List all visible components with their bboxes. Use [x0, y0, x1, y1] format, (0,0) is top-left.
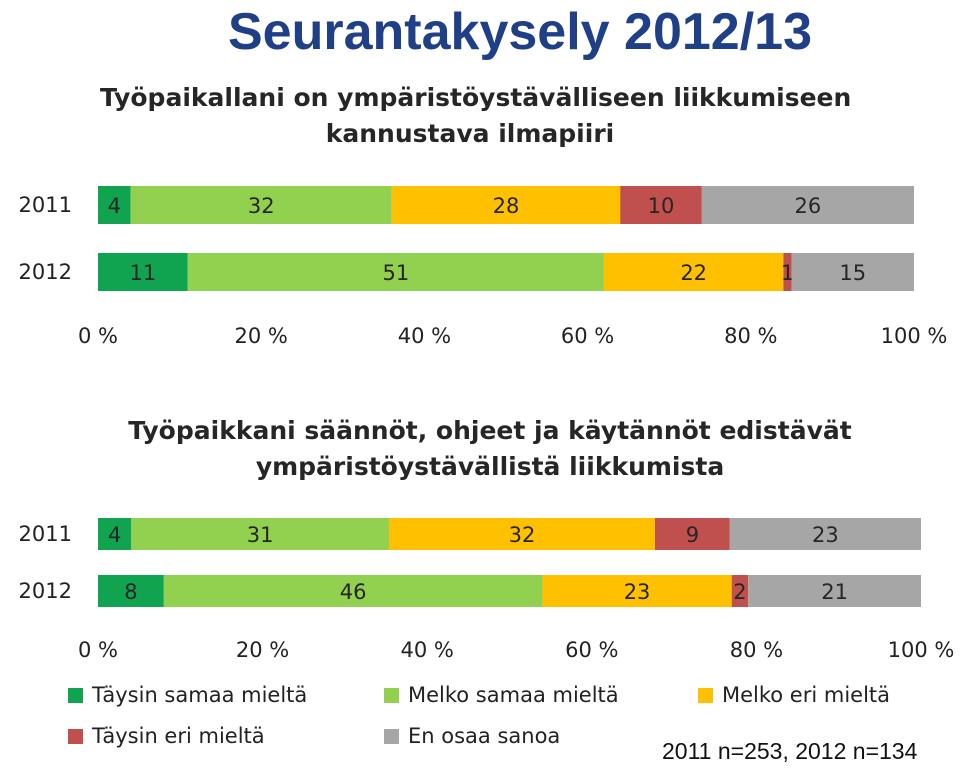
legend-swatch: [384, 687, 399, 703]
x-tick-label: 100 %: [881, 324, 948, 348]
x-tick-label: 80 %: [730, 638, 783, 662]
legend-item-en-osaa: En osaa sanoa: [384, 724, 560, 748]
category-label: 2011: [19, 522, 72, 546]
legend-label: Melko samaa mieltä: [408, 683, 619, 707]
data-label: 32: [248, 194, 275, 218]
legend-label: Täysin eri mieltä: [92, 724, 265, 748]
x-tick-label: 0 %: [78, 324, 118, 348]
bar-segment: [783, 253, 792, 291]
x-tick-label: 80 %: [724, 324, 777, 348]
legend-item-taysin-eri: Täysin eri mieltä: [68, 724, 265, 748]
bar-segment: [391, 186, 621, 224]
chart-1-title: Työpaikallani on ympäristöystävälliseen …: [100, 80, 852, 152]
chart-1-title-line-2: kannustava ilmapiiri: [325, 119, 615, 148]
x-tick-label: 20 %: [236, 638, 289, 662]
x-tick-label: 40 %: [401, 638, 454, 662]
data-label: 2: [733, 580, 746, 604]
bar-segment: [542, 575, 732, 607]
legend-item-melko-samaa: Melko samaa mieltä: [384, 683, 619, 707]
data-label: 22: [680, 261, 707, 285]
legend-label: Melko eri mieltä: [722, 683, 891, 707]
category-label: 2012: [19, 260, 72, 284]
chart-2-title-line-2: ympäristöystävällistä liikkumista: [255, 452, 725, 481]
data-label: 32: [509, 523, 536, 547]
bar-segment: [131, 518, 389, 550]
data-label: 21: [821, 580, 848, 604]
legend-swatch: [68, 687, 83, 703]
bar-segment: [731, 575, 749, 607]
bar-segment: [388, 518, 655, 550]
data-label: 31: [247, 523, 274, 547]
bar-segment: [163, 575, 543, 607]
bar-segment: [729, 518, 921, 550]
bar-segment: [98, 186, 131, 224]
bar-segment: [701, 186, 914, 224]
data-label: 8: [124, 580, 137, 604]
page-title: Seurantakysely 2012/13: [228, 3, 812, 61]
data-label: 46: [340, 580, 367, 604]
data-label: 9: [686, 523, 699, 547]
bar-segment: [791, 253, 914, 291]
x-tick-label: 0 %: [78, 638, 118, 662]
data-label: 28: [493, 194, 520, 218]
legend-item-taysin-samaa: Täysin samaa mieltä: [68, 683, 307, 707]
legend-label: Täysin samaa mieltä: [92, 683, 308, 707]
bar-segment: [654, 518, 730, 550]
data-label: 4: [108, 194, 121, 218]
data-label: 23: [624, 580, 651, 604]
x-tick-label: 40 %: [398, 324, 451, 348]
data-label: 51: [382, 261, 409, 285]
data-label: 23: [812, 523, 839, 547]
data-label: 15: [839, 261, 866, 285]
bar-segment: [98, 575, 164, 607]
category-label: 2012: [19, 579, 72, 603]
chart-1-title-line-1: Työpaikallani on ympäristöystävälliseen …: [100, 83, 852, 112]
x-tick-label: 60 %: [565, 638, 618, 662]
legend-label: En osaa sanoa: [408, 724, 561, 748]
category-label: 2011: [19, 193, 72, 217]
bar-segment: [187, 253, 604, 291]
legend-swatch: [698, 687, 713, 703]
bar-segment: [748, 575, 921, 607]
x-tick-label: 20 %: [235, 324, 288, 348]
legend-swatch: [68, 728, 83, 744]
chart-2-title-line-1: Työpaikkani säännöt, ohjeet ja käytännöt…: [128, 416, 852, 445]
chart-2-title: Työpaikkani säännöt, ohjeet ja käytännöt…: [100, 413, 880, 485]
x-tick-label: 60 %: [561, 324, 614, 348]
data-label: 11: [130, 261, 157, 285]
data-label: 4: [108, 523, 121, 547]
bar-segment: [603, 253, 784, 291]
bar-segment: [98, 518, 132, 550]
data-label: 10: [648, 194, 675, 218]
x-tick-label: 100 %: [888, 638, 955, 662]
legend-item-melko-eri: Melko eri mieltä: [698, 683, 890, 707]
bar-segment: [130, 186, 392, 224]
legend-swatch: [384, 728, 399, 744]
bar-segment: [620, 186, 702, 224]
data-label: 1: [781, 261, 794, 285]
sample-size-note: 2011 n=253, 2012 n=134: [662, 738, 918, 764]
data-label: 26: [795, 194, 822, 218]
bar-segment: [98, 253, 188, 291]
